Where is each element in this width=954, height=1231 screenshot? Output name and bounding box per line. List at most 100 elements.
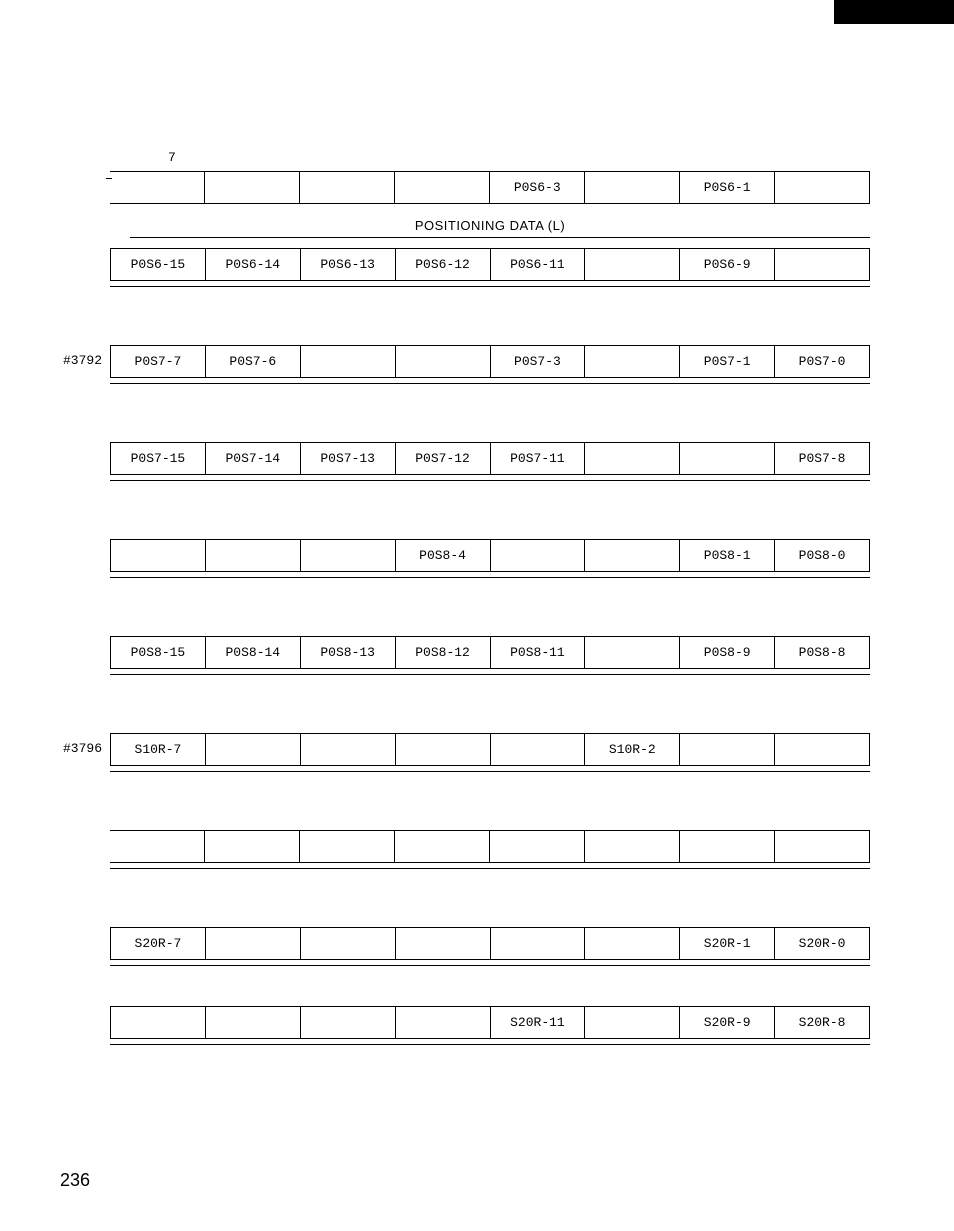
table-cell — [395, 734, 490, 766]
table-cell: S20R-0 — [775, 928, 870, 960]
table-cell — [111, 1007, 206, 1039]
table-cell: S20R-9 — [680, 1007, 775, 1039]
table-cell: P0S8-14 — [205, 637, 300, 669]
table-cell — [395, 346, 490, 378]
table-cell: S20R-11 — [490, 1007, 585, 1039]
table-cell: S10R-7 — [111, 734, 206, 766]
table-cell: P0S8-0 — [775, 540, 870, 572]
table-cell: P0S8-13 — [300, 637, 395, 669]
table-cell: P0S6-9 — [680, 249, 775, 281]
table-cell: S20R-1 — [680, 928, 775, 960]
table-cell: P0S6-13 — [300, 249, 395, 281]
table-cell — [205, 928, 300, 960]
row-underline — [110, 669, 870, 675]
table-cell — [585, 346, 680, 378]
table-cell — [490, 928, 585, 960]
row-label: #3796 — [52, 741, 102, 756]
table-cell — [680, 831, 775, 863]
table-cell — [490, 734, 585, 766]
table-cell — [395, 928, 490, 960]
table-cell: P0S8-11 — [490, 637, 585, 669]
table-cell — [585, 1007, 680, 1039]
table-row: P0S7-15 P0S7-14 P0S7-13 P0S7-12 P0S7-11 … — [110, 442, 870, 481]
table-cell — [680, 443, 775, 475]
table-cell — [775, 249, 870, 281]
table-cell — [680, 734, 775, 766]
table-cell — [490, 540, 585, 572]
table-cell: P0S7-12 — [395, 443, 490, 475]
table-cell — [585, 443, 680, 475]
table-cell — [110, 831, 205, 863]
table-cell — [300, 172, 395, 204]
page-content: 7 P0S6-3 P0S6-1 POSITIONING DATA (L) P0S… — [110, 150, 870, 1055]
table-cell: P0S7-7 — [111, 346, 206, 378]
top-column-label: 7 — [110, 150, 870, 165]
table-cell: P0S6-15 — [111, 249, 206, 281]
row-underline — [110, 960, 870, 966]
table-row: P0S6-15 P0S6-14 P0S6-13 P0S6-12 P0S6-11 … — [110, 248, 870, 287]
table-cell: P0S7-0 — [775, 346, 870, 378]
table-cell: P0S8-1 — [680, 540, 775, 572]
table-row — [110, 830, 870, 869]
row-underline — [110, 1039, 870, 1045]
table-cell: P0S6-3 — [490, 172, 585, 204]
table-cell — [300, 540, 395, 572]
row-underline — [110, 863, 870, 869]
table-cell — [775, 172, 870, 204]
table-cell — [490, 831, 585, 863]
table-cell: P0S6-11 — [490, 249, 585, 281]
table-cell — [300, 831, 395, 863]
table-cell: S20R-8 — [775, 1007, 870, 1039]
table-cell — [300, 928, 395, 960]
table-cell — [205, 734, 300, 766]
section-underline — [130, 237, 870, 238]
row-underline — [110, 572, 870, 578]
table-cell — [585, 831, 680, 863]
table-row: P0S8-15 P0S8-14 P0S8-13 P0S8-12 P0S8-11 … — [110, 636, 870, 675]
table-cell — [395, 172, 490, 204]
table-cell — [585, 928, 680, 960]
table-cell — [585, 637, 680, 669]
row-label: #3792 — [52, 353, 102, 368]
table-cell: P0S8-4 — [395, 540, 490, 572]
row-underline — [110, 378, 870, 384]
table-cell: P0S7-14 — [205, 443, 300, 475]
header-black-box — [834, 0, 954, 24]
table-cell: P0S8-15 — [111, 637, 206, 669]
table-cell: P0S6-1 — [680, 172, 775, 204]
table-cell: P0S6-12 — [395, 249, 490, 281]
table-row: #3792 P0S7-7 P0S7-6 P0S7-3 P0S7-1 P0S7-0 — [110, 345, 870, 384]
table-cell: P0S7-3 — [490, 346, 585, 378]
table-cell — [300, 734, 395, 766]
table-cell — [775, 831, 870, 863]
row-underline — [110, 281, 870, 287]
table-cell: P0S8-12 — [395, 637, 490, 669]
table-cell: P0S7-6 — [205, 346, 300, 378]
page-number: 236 — [60, 1170, 90, 1191]
table-cell — [300, 1007, 395, 1039]
table-cell: S20R-7 — [111, 928, 206, 960]
table-cell — [300, 346, 395, 378]
table-cell — [205, 540, 300, 572]
table-cell — [395, 831, 490, 863]
table-row: S20R-11 S20R-9 S20R-8 — [110, 1006, 870, 1045]
table-cell — [110, 172, 205, 204]
table-row: S20R-7 S20R-1 S20R-0 — [110, 927, 870, 966]
table-cell: P0S7-1 — [680, 346, 775, 378]
table-cell: P0S7-13 — [300, 443, 395, 475]
table-cell — [585, 540, 680, 572]
row-underline — [110, 766, 870, 772]
table-cell: P0S7-11 — [490, 443, 585, 475]
table-cell: P0S6-14 — [205, 249, 300, 281]
table-cell — [111, 540, 206, 572]
section-title: POSITIONING DATA (L) — [110, 218, 870, 233]
table-cell — [775, 734, 870, 766]
table-cell — [585, 249, 680, 281]
table-row: P0S8-4 P0S8-1 P0S8-0 — [110, 539, 870, 578]
table-cell: S10R-2 — [585, 734, 680, 766]
table-cell — [205, 172, 300, 204]
table-cell — [205, 1007, 300, 1039]
table-cell: P0S8-8 — [775, 637, 870, 669]
table-cell: P0S7-15 — [111, 443, 206, 475]
table-cell — [395, 1007, 490, 1039]
